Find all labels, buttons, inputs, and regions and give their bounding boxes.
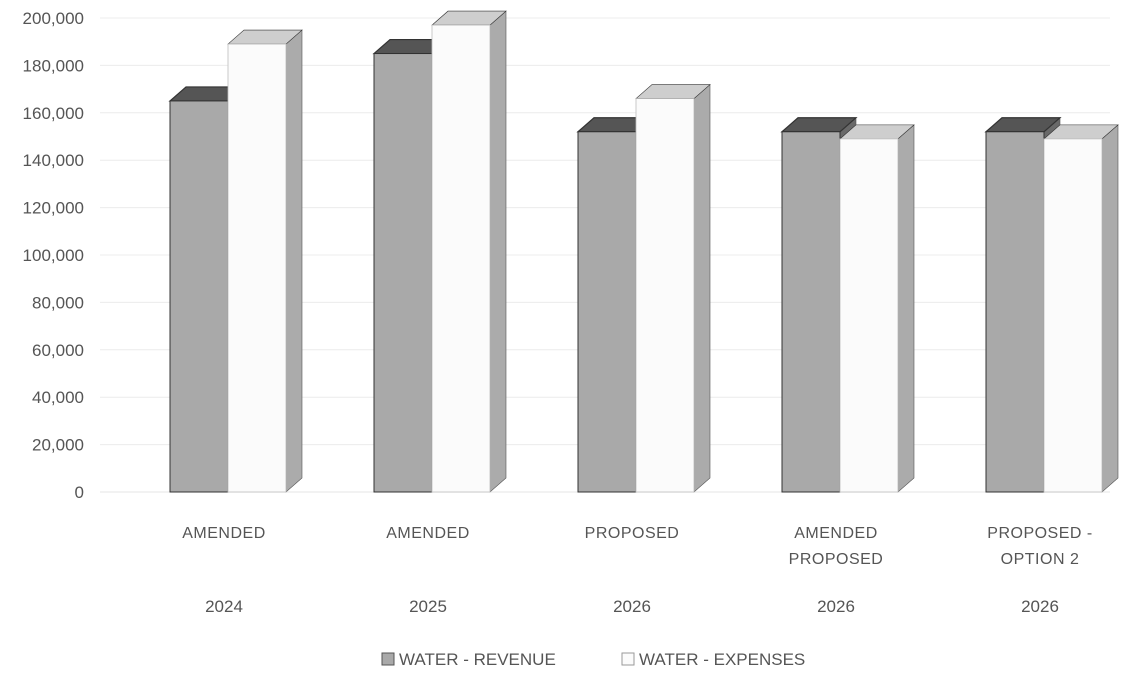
bar-front-face xyxy=(373,53,433,493)
y-tick-label: 60,000 xyxy=(32,341,84,360)
bar-front-face xyxy=(577,131,637,493)
x-category-label: AMENDED xyxy=(386,525,470,542)
bar-front-face xyxy=(227,43,287,493)
bar-front-face xyxy=(1043,138,1103,493)
legend-swatch xyxy=(621,652,635,666)
y-axis-ticks: 0 20,000 40,000 60,000 80,000 100,000 120,000 1… xyxy=(23,9,84,502)
y-tick-label: 40,000 xyxy=(32,388,84,407)
expenses-bar xyxy=(227,29,303,493)
y-tick-label: 0 xyxy=(75,483,84,502)
legend-label: WATER - EXPENSES xyxy=(639,650,805,669)
legend: WATER - REVENUE WATER - EXPENSES xyxy=(381,650,805,669)
expenses-bar xyxy=(839,124,915,493)
y-tick-label: 20,000 xyxy=(32,436,84,455)
x-year-label: 2025 xyxy=(409,597,447,616)
x-category-label: PROPOSED xyxy=(789,551,884,568)
y-tick-label: 180,000 xyxy=(23,56,84,75)
expenses-bar xyxy=(1043,124,1119,493)
bars xyxy=(168,10,1119,493)
y-tick-label: 100,000 xyxy=(23,246,84,265)
legend-item: WATER - REVENUE xyxy=(381,650,556,669)
bar-side-face xyxy=(693,83,711,493)
legend-label: WATER - REVENUE xyxy=(399,650,556,669)
x-year-label: 2026 xyxy=(1021,597,1059,616)
bar-front-face xyxy=(635,98,695,493)
expenses-bar xyxy=(635,83,711,493)
x-year-label: 2026 xyxy=(613,597,651,616)
bar-front-face xyxy=(169,100,229,493)
y-tick-label: 140,000 xyxy=(23,151,84,170)
bar-front-face xyxy=(431,24,491,493)
x-category-label: OPTION 2 xyxy=(1001,551,1080,568)
x-category-label: AMENDED xyxy=(794,525,878,542)
bar-side-face xyxy=(285,29,303,493)
x-year-label: 2024 xyxy=(205,597,243,616)
y-tick-label: 120,000 xyxy=(23,199,84,218)
x-axis-labels: AMENDED 2024 AMENDED 2025 PROPOSED 2026 AMENDE… xyxy=(182,525,1092,616)
legend-item: WATER - EXPENSES xyxy=(621,650,805,669)
y-tick-label: 80,000 xyxy=(32,293,84,312)
bar-side-face xyxy=(489,10,507,493)
bar-front-face xyxy=(781,131,841,493)
bar-front-face xyxy=(839,138,899,493)
legend-swatch xyxy=(381,652,395,666)
x-category-label: PROPOSED - xyxy=(987,525,1092,542)
x-year-label: 2026 xyxy=(817,597,855,616)
x-category-label: PROPOSED xyxy=(585,525,680,542)
bar-front-face xyxy=(985,131,1045,493)
y-tick-label: 200,000 xyxy=(23,9,84,28)
bar-side-face xyxy=(1101,124,1119,493)
x-category-label: AMENDED xyxy=(182,525,266,542)
expenses-bar xyxy=(431,10,507,493)
bar-side-face xyxy=(897,124,915,493)
y-tick-label: 160,000 xyxy=(23,104,84,123)
